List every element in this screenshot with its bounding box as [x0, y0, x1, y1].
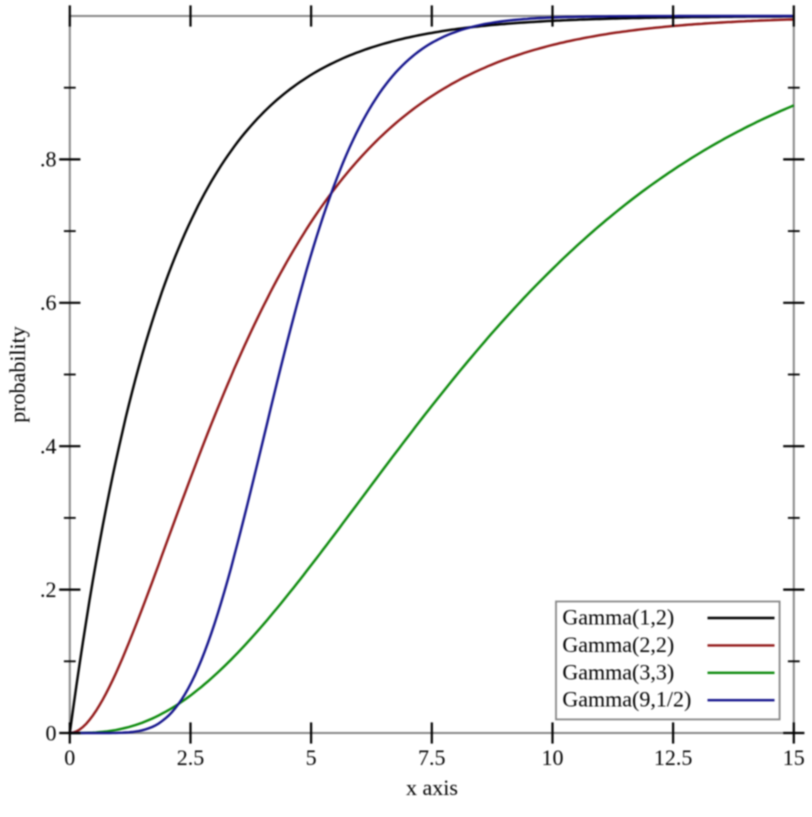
- svg-text:0: 0: [46, 720, 57, 745]
- svg-text:2.5: 2.5: [177, 745, 205, 770]
- svg-text:Gamma(9,1/2): Gamma(9,1/2): [562, 687, 691, 712]
- svg-text:.2: .2: [40, 577, 57, 602]
- svg-text:.8: .8: [40, 147, 57, 172]
- svg-text:x axis: x axis: [406, 775, 458, 800]
- svg-text:Gamma(2,2): Gamma(2,2): [562, 632, 674, 657]
- svg-text:.4: .4: [40, 434, 57, 459]
- svg-text:0: 0: [64, 745, 75, 770]
- svg-text:7.5: 7.5: [418, 745, 446, 770]
- svg-text:15: 15: [783, 745, 805, 770]
- svg-text:12.5: 12.5: [654, 745, 693, 770]
- svg-text:Gamma(3,3): Gamma(3,3): [562, 659, 674, 684]
- svg-text:probability: probability: [5, 326, 30, 423]
- svg-text:5: 5: [306, 745, 317, 770]
- svg-text:10: 10: [542, 745, 564, 770]
- svg-text:.6: .6: [40, 290, 57, 315]
- svg-text:Gamma(1,2): Gamma(1,2): [562, 605, 674, 630]
